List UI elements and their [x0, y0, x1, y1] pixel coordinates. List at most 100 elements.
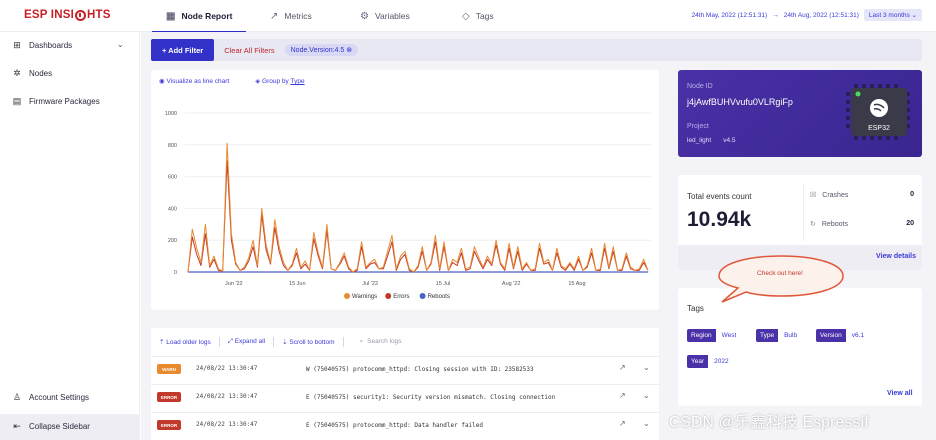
- group-by-value[interactable]: Type: [290, 78, 305, 85]
- date-from: 24th May, 2022 (12:51:31): [691, 11, 768, 19]
- tag-year[interactable]: Year 2022: [687, 355, 735, 368]
- tag-version[interactable]: Version v6.1: [816, 329, 870, 342]
- sidebar-item-label: Account Settings: [29, 393, 90, 402]
- legend-label-warnings: Warnings: [352, 294, 377, 300]
- sidebar-item-label: Dashboards: [29, 41, 73, 50]
- log-timestamp: 24/08/22 13:30:47: [196, 421, 258, 428]
- legend-marker-warnings: [344, 293, 350, 299]
- date-range-picker[interactable]: 24th May, 2022 (12:51:31) → 24th Aug, 20…: [691, 9, 922, 21]
- view-details-link[interactable]: View details: [876, 253, 916, 260]
- log-timestamp: 24/08/22 13:30:47: [196, 365, 258, 372]
- user-icon: ♙: [12, 392, 22, 402]
- x-tick-label: 15 Jul: [436, 281, 451, 287]
- project-label: Project: [687, 123, 709, 130]
- calendar-icon: ▦: [166, 10, 176, 22]
- remove-icon[interactable]: ⊗: [346, 47, 353, 54]
- sidebar-item-firmware-packages[interactable]: ▤ Firmware Packages: [12, 96, 100, 107]
- clear-filters-button[interactable]: Clear All Filters: [224, 45, 275, 55]
- tab-label: Node Report: [181, 11, 233, 21]
- filter-bar: + Add Filter Clear All Filters Node.Vers…: [151, 39, 922, 61]
- top-navigation: ESP INSI HTS ▦ Node Report ↗ Metrics ⚙ V…: [0, 0, 936, 33]
- filter-chip[interactable]: Node.Version:4.5 ⊗: [284, 44, 359, 56]
- divider: [342, 337, 344, 347]
- y-tick-label: 200: [168, 238, 177, 244]
- trend-icon[interactable]: ↗: [619, 363, 626, 372]
- tag-value: v6.1: [851, 332, 864, 339]
- log-row[interactable]: ERROR 24/08/22 13:30:47 E (75040575) sec…: [151, 384, 659, 412]
- search-logs-input[interactable]: ⌕ Search logs: [360, 338, 402, 346]
- tags-card: Tags Region West Type Bulb Version v6.1 …: [678, 288, 922, 406]
- trend-icon[interactable]: ↗: [619, 419, 626, 428]
- main-content: + Add Filter Clear All Filters Node.Vers…: [141, 32, 936, 440]
- x-tick-label: 15 Jun: [289, 281, 306, 287]
- log-message: W (75040575) protocomm_httpd: Closing se…: [306, 366, 534, 373]
- arrow-down-icon: ⇣: [282, 339, 290, 346]
- x-tick-label: 15 Aug: [568, 281, 585, 287]
- visualize-label: Visualize as line chart: [166, 78, 230, 85]
- expand-all-button[interactable]: ⤢ Expand all: [228, 338, 265, 346]
- callout-bubble: [718, 255, 844, 303]
- reboot-icon: ↻: [810, 221, 816, 228]
- group-icon: ◈: [255, 78, 263, 85]
- tab-variables[interactable]: ⚙ Variables: [360, 0, 410, 32]
- log-level-badge: WARN: [157, 364, 181, 374]
- variables-icon: ⚙: [360, 10, 369, 22]
- legend-label-errors: Errors: [393, 294, 409, 300]
- tag-type[interactable]: Type Bulb: [756, 329, 803, 342]
- log-level-badge: ERROR: [157, 420, 181, 430]
- trend-icon[interactable]: ↗: [619, 391, 626, 400]
- y-tick-label: 600: [168, 175, 177, 181]
- date-preset-dropdown[interactable]: Last 3 months ⌄: [863, 9, 922, 21]
- view-all-tags-link[interactable]: View all: [887, 390, 913, 397]
- add-filter-button[interactable]: + Add Filter: [151, 39, 215, 61]
- collapse-icon: ⇤: [13, 421, 21, 431]
- logo-text-right: HTS: [86, 9, 111, 21]
- reboots-label: Reboots: [821, 220, 848, 228]
- chevron-down-icon[interactable]: ⌄: [643, 363, 650, 372]
- dashboards-icon: ⊞: [13, 40, 21, 50]
- log-level-badge: ERROR: [157, 392, 181, 402]
- scroll-bottom-label: Scroll to bottom: [289, 339, 335, 346]
- sidebar-item-label: Collapse Sidebar: [29, 422, 90, 431]
- eye-icon: ◉: [159, 78, 167, 85]
- y-tick-label: 800: [168, 143, 177, 149]
- tab-label: Tags: [475, 11, 494, 21]
- esp-insights-logo[interactable]: ESP INSI HTS: [24, 9, 111, 21]
- collapse-sidebar-button[interactable]: ⇤ Collapse Sidebar: [12, 421, 90, 432]
- total-events-value: 10.94k: [687, 208, 752, 231]
- date-to: 24th Aug, 2022 (12:51:31): [783, 11, 859, 19]
- sidebar-item-nodes[interactable]: ✲ Nodes: [12, 68, 52, 79]
- reboots-row: ↻ Reboots: [810, 220, 848, 229]
- logs-card: ⇡ Load older logs ⤢ Expand all ⇣ Scroll …: [151, 328, 659, 440]
- legend-label-reboots: Reboots: [428, 294, 450, 300]
- arrow-up-icon: ⇡: [159, 339, 167, 346]
- sidebar-item-label: Firmware Packages: [29, 97, 100, 106]
- divider: [803, 183, 804, 241]
- logs-toolbar: ⇡ Load older logs ⤢ Expand all ⇣ Scroll …: [159, 337, 402, 347]
- divider: [273, 337, 275, 347]
- tab-tags[interactable]: ◇ Tags: [462, 0, 494, 32]
- log-timestamp: 24/08/22 13:30:47: [196, 393, 258, 400]
- crashes-label: Crashes: [822, 191, 849, 199]
- sidebar-item-account-settings[interactable]: ♙ Account Settings: [12, 392, 89, 403]
- node-id-value: j4jAwfBUHVvufu0VLRgiFp: [687, 97, 793, 107]
- log-row[interactable]: WARN 24/08/22 13:30:47 W (75040575) prot…: [151, 356, 659, 384]
- expand-all-label: Expand all: [234, 338, 266, 345]
- chevron-down-icon[interactable]: ⌄: [117, 40, 124, 49]
- scroll-to-bottom-button[interactable]: ⇣ Scroll to bottom: [282, 338, 334, 346]
- tab-metrics[interactable]: ↗ Metrics: [270, 0, 312, 32]
- log-row[interactable]: ERROR 24/08/22 13:30:47 E (75040575) pro…: [151, 412, 659, 440]
- tag-icon: ◇: [462, 10, 470, 22]
- chevron-down-icon[interactable]: ⌄: [643, 419, 650, 428]
- visualize-line-chart-toggle[interactable]: ◉ Visualize as line chart: [159, 77, 229, 85]
- tag-region[interactable]: Region West: [687, 329, 742, 342]
- crashes-row: ☒ Crashes: [810, 191, 849, 200]
- sidebar: ⊞ Dashboards ⌄ ✲ Nodes ▤ Firmware Packag…: [0, 32, 140, 440]
- group-by-control[interactable]: ◈ Group by Type: [255, 77, 304, 85]
- chevron-down-icon[interactable]: ⌄: [643, 391, 650, 400]
- x-tick-label: Jul '22: [362, 281, 378, 287]
- load-older-logs-button[interactable]: ⇡ Load older logs: [159, 338, 211, 346]
- tab-node-report[interactable]: ▦ Node Report: [151, 0, 248, 33]
- sidebar-item-dashboards[interactable]: ⊞ Dashboards: [12, 40, 72, 51]
- packages-icon: ▤: [12, 96, 22, 106]
